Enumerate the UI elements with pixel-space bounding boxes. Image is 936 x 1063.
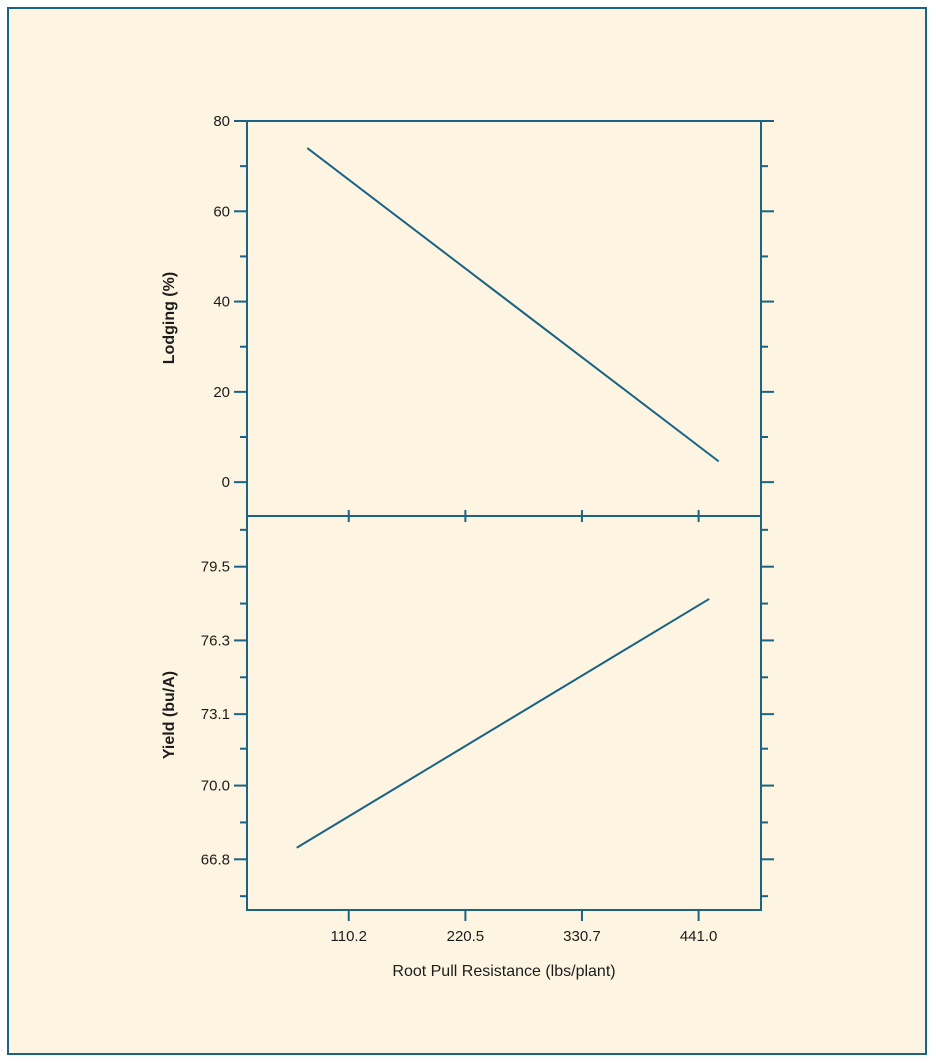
lodging-y-tick-label-2: 40	[213, 294, 230, 311]
lodging-series	[306, 147, 720, 463]
lodging-y-tick-label-1: 20	[213, 384, 230, 401]
lodging-y-tick-label-0: 0	[222, 474, 230, 491]
lodging-panel: 0 20 40 60 80 Lodging (%)	[161, 113, 774, 517]
chart-frame	[7, 7, 927, 1055]
x-tick-label-1: 220.5	[447, 928, 485, 945]
yield-plot-area	[246, 515, 762, 911]
x-axis-ticks: 110.2 220.5 330.7 441.0	[331, 910, 718, 945]
yield-y-axis-title: Yield (bu/A)	[161, 671, 178, 759]
yield-y-tick-label-0: 66.8	[201, 851, 230, 868]
lodging-plot-area	[246, 120, 762, 517]
yield-panel: 66.8 70.0 73.1 76.3 79.5 110.2 220.5 330.7 441.…	[161, 510, 774, 980]
lodging-series-line-0	[306, 147, 720, 463]
lodging-y-axis-title: Lodging (%)	[161, 272, 178, 364]
x-axis-title: Root Pull Resistance (lbs/plant)	[392, 963, 615, 980]
lodging-y-tick-label-3: 60	[213, 203, 230, 220]
yield-series-line-0	[296, 598, 710, 849]
x-tick-label-2: 330.7	[563, 928, 601, 945]
yield-y-ticks: 66.8 70.0 73.1 76.3 79.5	[201, 528, 774, 898]
yield-y-tick-label-4: 79.5	[201, 559, 230, 576]
yield-series	[296, 598, 710, 849]
yield-y-tick-label-3: 76.3	[201, 632, 230, 649]
panel-divider-ticks	[347, 510, 700, 522]
lodging-y-ticks: 0 20 40 60 80	[213, 113, 774, 491]
x-tick-label-3: 441.0	[680, 928, 718, 945]
x-tick-label-0: 110.2	[331, 928, 367, 945]
lodging-y-tick-label-4: 80	[213, 113, 230, 130]
yield-y-tick-label-2: 73.1	[201, 706, 230, 723]
yield-y-tick-label-1: 70.0	[201, 778, 230, 795]
